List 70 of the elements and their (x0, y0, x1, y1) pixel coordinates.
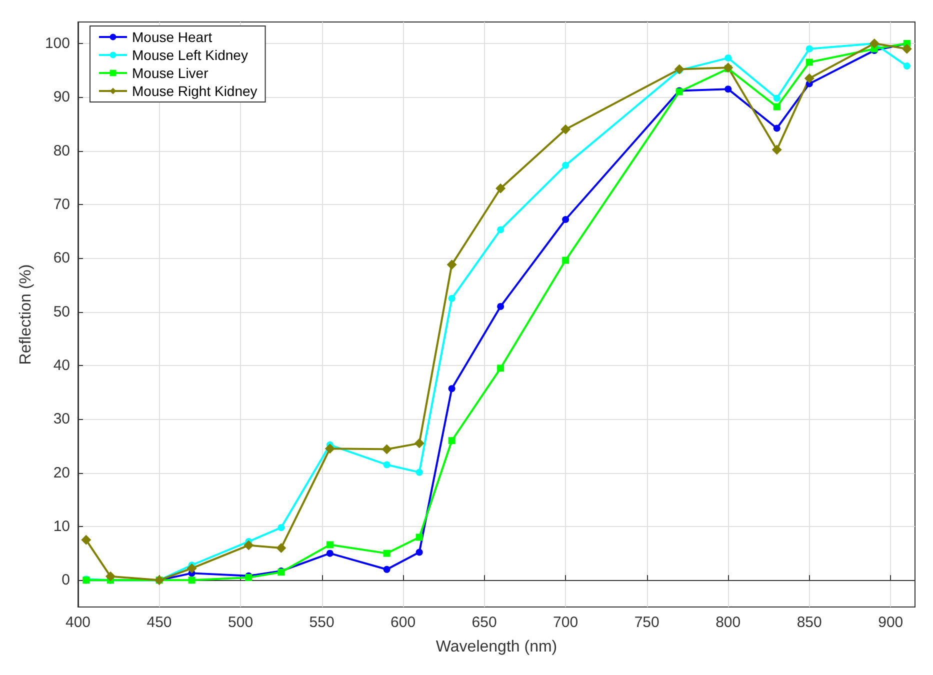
point (324, 444, 335, 454)
legend-label: Mouse Heart (132, 29, 212, 45)
x-tick-label: 900 (878, 614, 904, 631)
y-tick-label: 10 (53, 518, 70, 535)
point (106, 571, 116, 582)
point (497, 226, 504, 234)
point (383, 566, 390, 573)
point (723, 62, 734, 73)
x-tick-label: 750 (634, 614, 660, 631)
x-tick-label: 650 (472, 614, 497, 631)
point (448, 385, 456, 392)
point (416, 534, 423, 541)
point (448, 294, 456, 302)
x-tick-label: 600 (390, 614, 416, 631)
point (448, 437, 456, 444)
y-tick-label: 50 (53, 303, 70, 320)
point (383, 461, 390, 468)
point (446, 260, 457, 270)
point (188, 576, 196, 584)
x-axis-title: Wavelength (nm) (436, 638, 558, 656)
point (497, 364, 504, 372)
point (81, 534, 92, 545)
point (562, 216, 570, 224)
point (806, 45, 813, 52)
x-tick-label: 450 (146, 614, 172, 631)
point (724, 54, 732, 62)
point (382, 444, 392, 454)
x-tick-label: 500 (228, 614, 254, 631)
point (773, 94, 780, 102)
point (416, 548, 423, 556)
y-tick-label: 30 (53, 410, 70, 428)
y-tick-label: 60 (53, 250, 70, 267)
x-tick-label: 400 (65, 614, 91, 631)
y-tick-label: 100 (44, 34, 70, 52)
point (414, 438, 424, 448)
x-tick-label: 700 (553, 614, 578, 631)
x-tick-label: 800 (716, 614, 741, 631)
y-tick-label: 80 (53, 142, 70, 160)
legend-label: Mouse Liver (132, 65, 209, 81)
point (902, 44, 912, 54)
point (416, 468, 423, 476)
point (773, 124, 780, 132)
legend-label: Mouse Right Kidney (132, 83, 258, 99)
point (772, 144, 782, 155)
point (562, 256, 570, 264)
y-axis-title: Reflection (%) (18, 264, 34, 365)
point (724, 86, 732, 93)
y-tick-label: 20 (53, 464, 70, 482)
point (496, 183, 506, 194)
y-tick-label: 90 (53, 88, 70, 106)
point (497, 302, 504, 310)
point (383, 550, 390, 557)
x-tick-label: 850 (796, 614, 822, 631)
point (806, 58, 813, 66)
point (244, 540, 254, 550)
point (326, 541, 334, 548)
point (804, 73, 814, 84)
point (276, 542, 286, 553)
y-tick-label: 0 (62, 572, 70, 589)
point (562, 162, 570, 169)
point (560, 124, 571, 134)
point (773, 103, 780, 110)
y-tick-label: 70 (53, 196, 70, 213)
legend-label: Mouse Left Kidney (132, 47, 248, 63)
point (186, 563, 197, 574)
point (326, 550, 334, 557)
point (903, 62, 910, 70)
x-tick-label: 550 (309, 614, 334, 631)
y-tick-label: 40 (53, 356, 70, 374)
point (278, 524, 285, 532)
